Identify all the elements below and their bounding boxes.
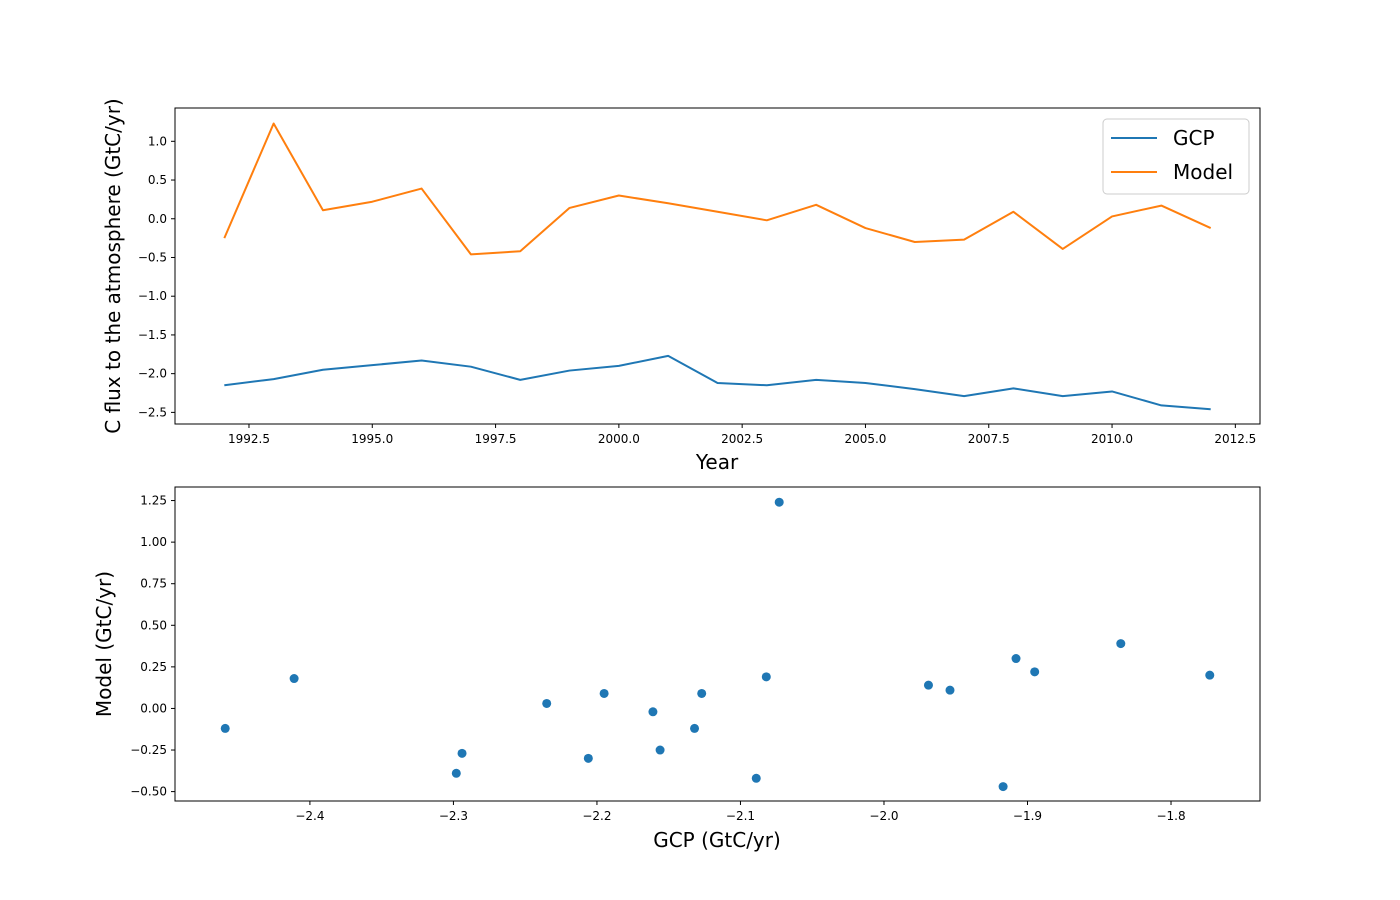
scatter-chart-x-tick-label: −2.2: [582, 809, 611, 823]
scatter-chart-y-tick-label: 0.25: [140, 660, 167, 674]
scatter-chart-panel: −2.4 −2.3 −2.2 −2.1 −2.0 −1.9 −1.8 −0.50 −0.25 0…: [92, 486, 1261, 852]
scatter-chart-x-tick-label: −1.9: [1013, 809, 1042, 823]
line-chart-x-tick-label: 1992.5: [228, 432, 270, 446]
scatter-chart-y-tick-label: −0.25: [130, 743, 167, 757]
scatter-chart-x-tick-label: −1.8: [1156, 809, 1185, 823]
scatter-chart-y-tick-label: −0.50: [130, 785, 167, 799]
scatter-point: [1205, 670, 1215, 680]
line-chart-y-ticks: −2.5 −2.0 −1.5 −1.0 −0.5 0.0 0.5 1.0: [138, 134, 175, 419]
line-chart-x-tick-label: 2002.5: [721, 432, 763, 446]
scatter-point: [690, 723, 700, 733]
scatter-chart-y-tick-label: 0.50: [140, 618, 167, 632]
line-chart-y-tick-label: −1.5: [138, 328, 167, 342]
scatter-chart-x-tick-label: −2.0: [869, 809, 898, 823]
scatter-point: [1030, 667, 1040, 677]
scatter-chart-x-axis-label: GCP (GtC/yr): [653, 828, 781, 852]
line-chart-legend: GCP Model: [1102, 118, 1250, 195]
line-chart-x-tick-label: 2005.0: [844, 432, 886, 446]
scatter-chart-y-tick-label: 1.00: [140, 535, 167, 549]
scatter-chart-plot-area: [220, 497, 1215, 792]
scatter-point: [761, 672, 771, 682]
scatter-chart-y-tick-label: 0.00: [140, 701, 167, 715]
line-chart-plot-area: [223, 122, 1212, 411]
line-chart-y-tick-label: −2.5: [138, 405, 167, 419]
scatter-point: [451, 768, 461, 778]
line-chart-y-tick-label: −0.5: [138, 250, 167, 264]
line-chart-x-tick-label: 1995.0: [351, 432, 393, 446]
line-chart-x-tick-label: 2010.0: [1091, 432, 1133, 446]
scatter-chart-y-tick-label: 1.25: [140, 494, 167, 508]
line-chart-x-ticks: 1992.5 1995.0 1997.5 2000.0 2002.5 2005.0 2007…: [228, 424, 1256, 446]
line-chart-y-tick-label: 1.0: [148, 134, 167, 148]
line-chart-y-tick-label: −2.0: [138, 367, 167, 381]
scatter-chart-x-tick-label: −2.3: [439, 809, 468, 823]
scatter-point: [945, 685, 955, 695]
line-chart-y-tick-label: −1.0: [138, 289, 167, 303]
scatter-point: [457, 748, 467, 758]
legend-label-model: Model: [1173, 160, 1233, 184]
line-chart-x-tick-label: 2000.0: [598, 432, 640, 446]
scatter-point: [751, 773, 761, 783]
scatter-chart-x-tick-label: −2.1: [726, 809, 755, 823]
line-chart-y-axis-label: C flux to the atmosphere (GtC/yr): [101, 98, 125, 433]
scatter-point: [289, 674, 299, 684]
scatter-point: [1116, 639, 1126, 649]
scatter-chart-y-tick-label: 0.75: [140, 577, 167, 591]
line-chart-x-axis-label: Year: [695, 450, 739, 474]
scatter-point: [583, 753, 593, 763]
scatter-chart-y-axis-label: Model (GtC/yr): [92, 571, 116, 717]
scatter-chart-y-ticks: −0.50 −0.25 0.00 0.25 0.50 0.75 1.00 1.25: [130, 494, 175, 799]
series-line-model: [223, 122, 1212, 256]
scatter-point: [542, 698, 552, 708]
series-line-gcp: [224, 354, 1211, 411]
scatter-point: [998, 782, 1008, 792]
line-chart-panel: 1992.5 1995.0 1997.5 2000.0 2002.5 2005.0 2007…: [101, 98, 1261, 474]
scatter-point: [1011, 654, 1021, 664]
scatter-point: [655, 745, 665, 755]
scatter-point: [923, 680, 933, 690]
scatter-point: [599, 688, 609, 698]
line-chart-x-tick-label: 1997.5: [475, 432, 517, 446]
line-chart-x-tick-label: 2012.5: [1214, 432, 1256, 446]
line-chart-y-tick-label: 0.0: [148, 212, 167, 226]
scatter-chart-x-ticks: −2.4 −2.3 −2.2 −2.1 −2.0 −1.9 −1.8: [295, 801, 1186, 823]
line-chart-frame: [174, 107, 1261, 425]
scatter-point: [220, 723, 230, 733]
line-chart-x-tick-label: 2007.5: [968, 432, 1010, 446]
scatter-point: [697, 688, 707, 698]
line-chart-y-tick-label: 0.5: [148, 173, 167, 187]
scatter-point: [648, 707, 658, 717]
scatter-point: [774, 497, 784, 507]
legend-label-gcp: GCP: [1173, 126, 1215, 150]
scatter-chart-x-tick-label: −2.4: [295, 809, 324, 823]
scatter-chart-frame: [174, 486, 1261, 802]
